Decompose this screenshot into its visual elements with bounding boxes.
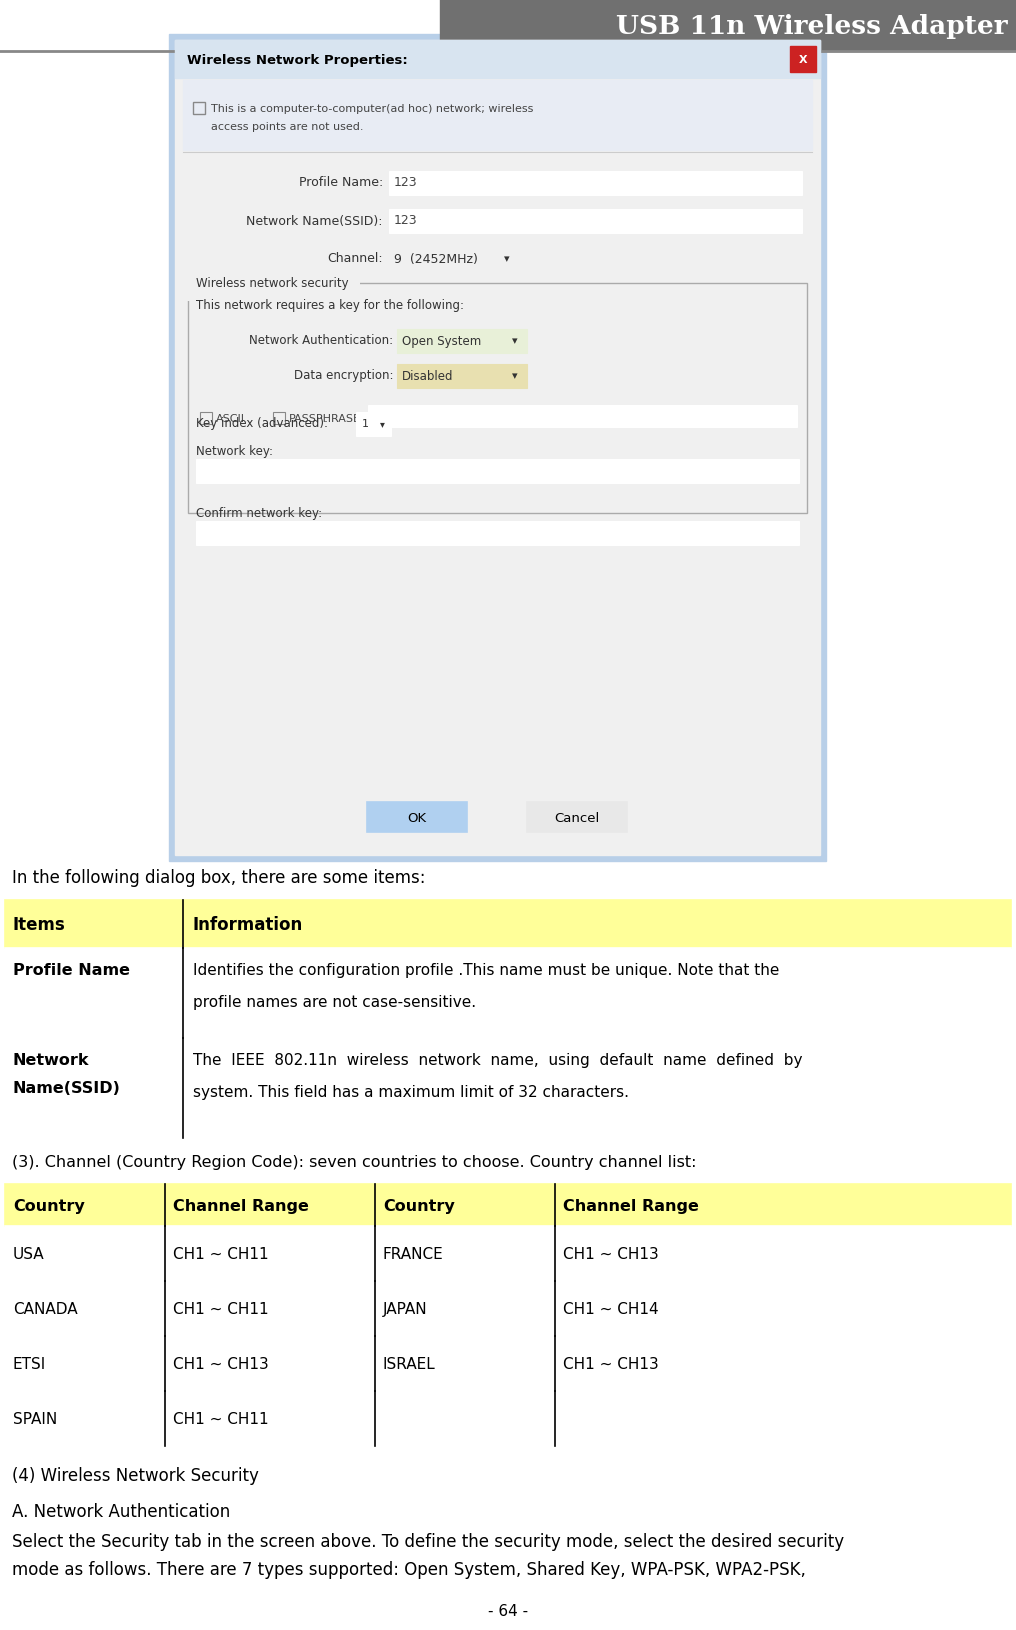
Text: Data encryption:: Data encryption:: [294, 370, 393, 383]
Text: In the following dialog box, there are some items:: In the following dialog box, there are s…: [12, 869, 426, 887]
Text: 123: 123: [394, 176, 418, 189]
Text: Cancel: Cancel: [555, 812, 599, 825]
Bar: [5, 1038, 1011, 1138]
Bar: [389, 210, 802, 233]
Text: Channel:: Channel:: [327, 253, 383, 266]
Text: Open System: Open System: [402, 334, 482, 347]
Bar: [169, 34, 826, 862]
Text: A. Network Authentication: A. Network Authentication: [12, 1503, 231, 1521]
Text: Identifies the configuration profile .This name must be unique. Note that the: Identifies the configuration profile .Th…: [193, 962, 779, 978]
Bar: [175, 41, 820, 856]
Text: Network: Network: [13, 1053, 89, 1068]
Text: JAPAN: JAPAN: [383, 1301, 428, 1315]
Text: CH1 ~ CH13: CH1 ~ CH13: [563, 1247, 658, 1262]
Text: Wireless Network Properties:: Wireless Network Properties:: [187, 54, 407, 67]
Text: CH1 ~ CH11: CH1 ~ CH11: [173, 1301, 268, 1315]
Text: CH1 ~ CH13: CH1 ~ CH13: [563, 1356, 658, 1371]
Bar: [527, 802, 627, 833]
Text: - 64 -: - 64 -: [488, 1602, 528, 1619]
Text: 1: 1: [362, 419, 369, 429]
Bar: [790, 47, 816, 73]
Text: CH1 ~ CH14: CH1 ~ CH14: [563, 1301, 658, 1315]
Bar: [183, 82, 812, 152]
Bar: [356, 412, 391, 437]
Text: Country: Country: [383, 1198, 455, 1213]
Text: (4) Wireless Network Security: (4) Wireless Network Security: [12, 1465, 259, 1483]
Text: FRANCE: FRANCE: [383, 1247, 444, 1262]
Text: Information: Information: [193, 916, 303, 934]
Text: profile names are not case-sensitive.: profile names are not case-sensitive.: [193, 994, 477, 1009]
Text: Confirm network key:: Confirm network key:: [196, 507, 322, 520]
Text: ▾: ▾: [504, 254, 510, 264]
Text: X: X: [799, 55, 808, 65]
Text: Select the Security tab in the screen above. To define the security mode, select: Select the Security tab in the screen ab…: [12, 1532, 844, 1550]
Text: CH1 ~ CH11: CH1 ~ CH11: [173, 1412, 268, 1426]
Text: Profile Name:: Profile Name:: [299, 176, 383, 189]
Bar: [5, 1281, 1011, 1337]
Bar: [397, 365, 527, 390]
Text: (3). Channel (Country Region Code): seven countries to choose. Country channel l: (3). Channel (Country Region Code): seve…: [12, 1154, 697, 1169]
Text: CANADA: CANADA: [13, 1301, 77, 1315]
Bar: [367, 802, 467, 833]
Text: This network requires a key for the following:: This network requires a key for the foll…: [196, 300, 464, 313]
Text: ▾: ▾: [512, 370, 518, 381]
Text: Channel Range: Channel Range: [563, 1198, 699, 1213]
Text: access points are not used.: access points are not used.: [211, 122, 364, 132]
Bar: [440, 0, 1016, 52]
Text: ▾: ▾: [380, 419, 384, 429]
Text: Wireless network security: Wireless network security: [196, 277, 348, 290]
Text: Network key:: Network key:: [196, 445, 273, 458]
Text: ASCII: ASCII: [216, 414, 245, 424]
Bar: [368, 406, 797, 427]
Text: CH1 ~ CH13: CH1 ~ CH13: [173, 1356, 269, 1371]
Text: Name(SSID): Name(SSID): [13, 1081, 121, 1095]
Bar: [188, 284, 807, 513]
Bar: [5, 1337, 1011, 1390]
Text: USA: USA: [13, 1247, 45, 1262]
Text: ▾: ▾: [512, 336, 518, 346]
Text: 123: 123: [394, 215, 418, 227]
Bar: [5, 1390, 1011, 1446]
Text: OK: OK: [407, 812, 427, 825]
Text: mode as follows. There are 7 types supported: Open System, Shared Key, WPA-PSK, : mode as follows. There are 7 types suppo…: [12, 1560, 806, 1578]
Bar: [389, 171, 802, 196]
Text: ETSI: ETSI: [13, 1356, 47, 1371]
Text: Disabled: Disabled: [402, 370, 453, 383]
Text: ISRAEL: ISRAEL: [383, 1356, 436, 1371]
Text: Profile Name: Profile Name: [13, 962, 130, 978]
Text: 9  (2452MHz): 9 (2452MHz): [394, 253, 478, 266]
Bar: [200, 412, 212, 425]
Text: CH1 ~ CH11: CH1 ~ CH11: [173, 1247, 268, 1262]
Bar: [5, 900, 1011, 949]
Bar: [5, 1185, 1011, 1226]
Bar: [196, 522, 799, 546]
Text: This is a computer-to-computer(ad hoc) network; wireless: This is a computer-to-computer(ad hoc) n…: [211, 104, 533, 114]
Text: Key index (advanced):: Key index (advanced):: [196, 417, 328, 430]
Bar: [397, 329, 527, 354]
Bar: [273, 412, 285, 425]
Bar: [175, 41, 820, 78]
Bar: [196, 460, 799, 484]
Text: system. This field has a maximum limit of 32 characters.: system. This field has a maximum limit o…: [193, 1084, 629, 1099]
Text: USB 11n Wireless Adapter: USB 11n Wireless Adapter: [617, 13, 1008, 39]
Text: The  IEEE  802.11n  wireless  network  name,  using  default  name  defined  by: The IEEE 802.11n wireless network name, …: [193, 1053, 803, 1068]
Text: PASSPHRASE: PASSPHRASE: [289, 414, 361, 424]
Text: Items: Items: [13, 916, 66, 934]
Bar: [389, 248, 519, 272]
Bar: [5, 949, 1011, 1038]
Text: Channel Range: Channel Range: [173, 1198, 309, 1213]
Bar: [5, 1226, 1011, 1281]
Bar: [193, 103, 205, 116]
Text: Network Name(SSID):: Network Name(SSID):: [247, 215, 383, 227]
Text: Network Authentication:: Network Authentication:: [249, 334, 393, 347]
Text: Country: Country: [13, 1198, 84, 1213]
Text: SPAIN: SPAIN: [13, 1412, 57, 1426]
